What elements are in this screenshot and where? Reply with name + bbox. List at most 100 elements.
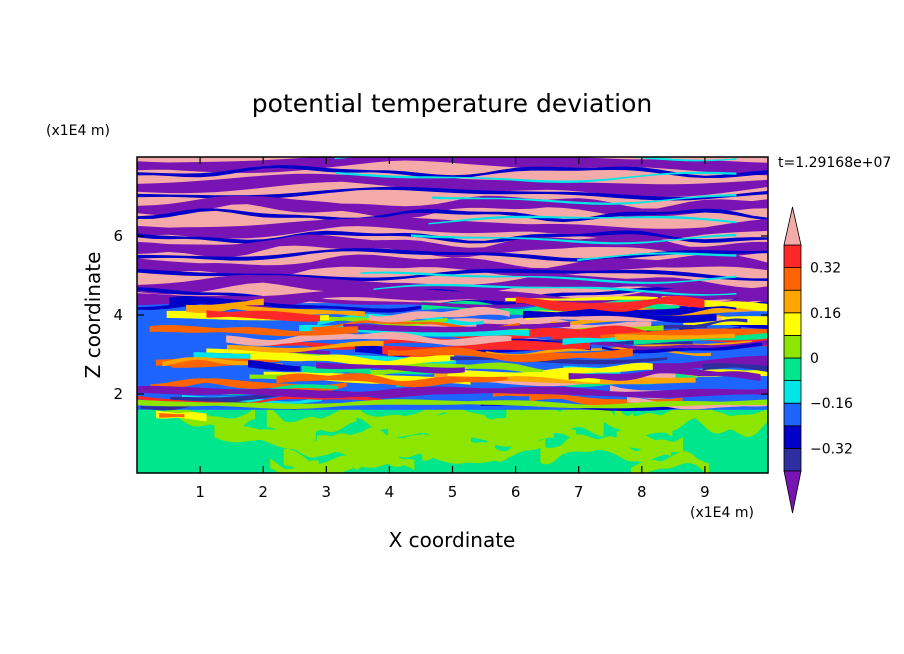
x-tick-label-1: 1 (195, 483, 205, 501)
contour-band (214, 420, 316, 449)
time-label: t=1.29168e+07 (778, 155, 891, 171)
contour-band (250, 351, 455, 367)
contour-band (227, 305, 365, 317)
contour-band (162, 357, 283, 368)
colorbar-swatch-3 (783, 380, 802, 404)
contour-band (137, 230, 768, 244)
contour-band (631, 414, 673, 441)
colorbar-swatch-4 (783, 357, 802, 382)
colorbar-swatch-5 (783, 334, 802, 359)
colorbar-swatch-9 (783, 244, 802, 269)
colorbar-label-0: 0.32 (810, 261, 841, 277)
contour-field (137, 157, 768, 473)
contour-band (540, 434, 683, 465)
contour-band (501, 422, 577, 442)
contour-band (276, 372, 508, 388)
colorbar-label-1: 0.16 (810, 306, 841, 322)
y-axis: 2 4 6 (113, 227, 768, 403)
colorbar-label-2: 0 (810, 351, 819, 367)
colorbar-swatch-8 (783, 267, 802, 291)
contour-band (602, 342, 763, 354)
contour-band (614, 333, 735, 340)
contour-band (302, 297, 604, 309)
contour-band (149, 325, 358, 337)
contour-band (150, 378, 347, 393)
contour-band (678, 318, 748, 329)
contour-band (616, 430, 671, 457)
contour-band (334, 157, 737, 162)
x-axis-label: X coordinate (389, 528, 516, 552)
colorbar-swatch-6 (783, 312, 802, 336)
contour-band (248, 360, 301, 372)
contour-band (186, 298, 264, 313)
x-unit-label: (x1E4 m) (690, 505, 754, 521)
contour-band (137, 195, 768, 219)
contour-band (523, 308, 717, 323)
y-tick-label-6: 6 (113, 227, 123, 245)
colorbar-under-arrow (783, 470, 802, 514)
colorbar-over-arrow (783, 206, 802, 246)
contour-band (432, 194, 737, 205)
y-axis-label: Z coordinate (81, 252, 105, 379)
colorbar-swatch-1 (783, 425, 802, 449)
contour-band (702, 363, 768, 372)
contour-band (226, 340, 384, 353)
contour-band (137, 234, 768, 258)
contour-band (630, 451, 709, 473)
x-tick-label-7: 7 (574, 483, 584, 501)
colorbar-swatch-7 (783, 289, 802, 314)
y-unit-label: (x1E4 m) (46, 123, 110, 139)
contour-band (159, 413, 185, 418)
x-axis: 1 2 3 4 5 6 7 8 9 (195, 157, 710, 501)
contour-band (137, 173, 768, 197)
y-tick-label-2: 2 (113, 385, 123, 403)
contour-band (137, 399, 768, 409)
contour-band (373, 283, 737, 296)
x-tick-label-3: 3 (322, 483, 332, 501)
contour-band (137, 208, 768, 223)
contour-band (428, 215, 737, 225)
contour-band (349, 403, 486, 430)
contour-band (568, 366, 761, 381)
colorbar: 0.32 0.16 0 −0.16 −0.32 (783, 206, 853, 514)
x-tick-label-8: 8 (637, 483, 647, 501)
chart-title: potential temperature deviation (252, 89, 652, 118)
contour-band (346, 431, 496, 464)
contour-band (343, 321, 571, 333)
contour-band (137, 186, 768, 201)
contour-band (137, 385, 768, 399)
contour-band (447, 370, 600, 383)
contour-band (137, 157, 768, 176)
contour-band (335, 171, 737, 183)
contour-band (137, 395, 400, 406)
contour-band (140, 399, 296, 411)
contour-band (137, 165, 768, 179)
contour-band (226, 332, 512, 346)
contour-band (399, 414, 533, 441)
x-tick-label-6: 6 (511, 483, 521, 501)
plot-area (137, 157, 768, 473)
contour-band (368, 306, 510, 323)
contour-band (577, 252, 737, 262)
contour-band (137, 268, 768, 282)
contour-band (137, 253, 768, 278)
x-tick-label-9: 9 (700, 483, 710, 501)
contour-band (410, 233, 737, 245)
contour-band (387, 347, 633, 363)
contour-band (206, 310, 320, 322)
x-tick-label-4: 4 (385, 483, 395, 501)
y-tick-label-4: 4 (113, 306, 123, 324)
x-tick-label-5: 5 (448, 483, 458, 501)
contour-band (316, 362, 465, 374)
colorbar-label-4: −0.32 (810, 441, 853, 457)
colorbar-swatch-0 (783, 447, 802, 472)
contour-band (360, 271, 737, 284)
contour-band (355, 449, 415, 471)
colorbar-swatch-2 (783, 402, 802, 427)
contour-band (270, 458, 319, 473)
x-tick-label-2: 2 (258, 483, 268, 501)
contour-band (515, 295, 705, 312)
contour-band (317, 313, 484, 326)
colorbar-label-3: −0.16 (810, 396, 853, 412)
